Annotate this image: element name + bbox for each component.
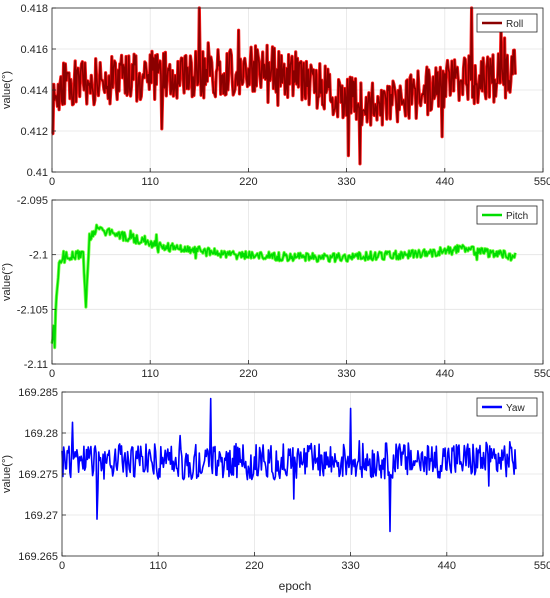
x-tick-label: 330 [341, 560, 359, 572]
x-tick-label: 440 [436, 368, 454, 380]
x-tick-label: 330 [337, 368, 355, 380]
x-tick-label: 0 [59, 560, 65, 572]
x-tick-label: 330 [337, 176, 355, 188]
y-tick-label: 0.41 [27, 167, 48, 179]
axes-box [51, 199, 544, 365]
y-tick-label: -2.105 [17, 304, 48, 316]
series-line-pitch [51, 224, 517, 349]
x-tick-label: 220 [245, 560, 263, 572]
legend-box [476, 13, 538, 33]
y-tick-label: -2.11 [24, 359, 48, 371]
legend-box [476, 397, 538, 417]
y-tick-label: 0.418 [20, 3, 48, 15]
legend-box [476, 205, 538, 225]
x-tick-label: 220 [239, 176, 257, 188]
y-tick-label: 169.265 [18, 551, 58, 563]
subplot-roll: 0 110 220 330 440 550 0.41 0.412 0.414 0.416 0.418… [1, 3, 550, 188]
legend-label: Roll [506, 19, 523, 30]
x-tick-label: 0 [49, 176, 55, 188]
series-line-yaw [61, 397, 517, 533]
y-tick-label: 169.285 [18, 387, 58, 399]
x-tick-label: 550 [534, 560, 550, 572]
plot-area [52, 200, 543, 364]
x-tick-label: 550 [534, 368, 550, 380]
x-tick-label: 440 [436, 176, 454, 188]
y-axis-label: value(°) [1, 71, 13, 109]
y-tick-label: -2.1 [29, 250, 48, 262]
series-line-roll [51, 7, 517, 165]
y-tick-label: 169.275 [18, 469, 58, 481]
x-tick-label: 0 [49, 368, 55, 380]
x-tick-label: 220 [239, 368, 257, 380]
subplot-pitch: 0 110 220 330 440 550 -2.11 -2.105 -2.1 -2.095 val… [1, 195, 550, 380]
y-tick-label: 0.416 [20, 44, 48, 56]
y-tick-label: 169.28 [24, 428, 58, 440]
x-tick-label: 110 [141, 368, 159, 380]
x-tick-label: 550 [534, 176, 550, 188]
subplot-yaw: 0 110 220 330 440 550 169.265 169.27 169.275 169.… [1, 387, 550, 572]
y-tick-label: 169.27 [24, 510, 58, 522]
x-tick-label: 110 [149, 560, 167, 572]
x-axis-label: epoch [279, 579, 312, 593]
y-tick-label: 0.414 [20, 85, 48, 97]
legend-label: Yaw [506, 403, 525, 414]
x-tick-label: 440 [438, 560, 456, 572]
legend-label: Pitch [506, 211, 528, 222]
y-tick-label: -2.095 [17, 195, 48, 207]
y-axis-label: value(°) [1, 455, 13, 493]
y-tick-label: 0.412 [20, 126, 48, 138]
x-tick-label: 110 [141, 176, 159, 188]
y-axis-label: value(°) [1, 263, 13, 301]
